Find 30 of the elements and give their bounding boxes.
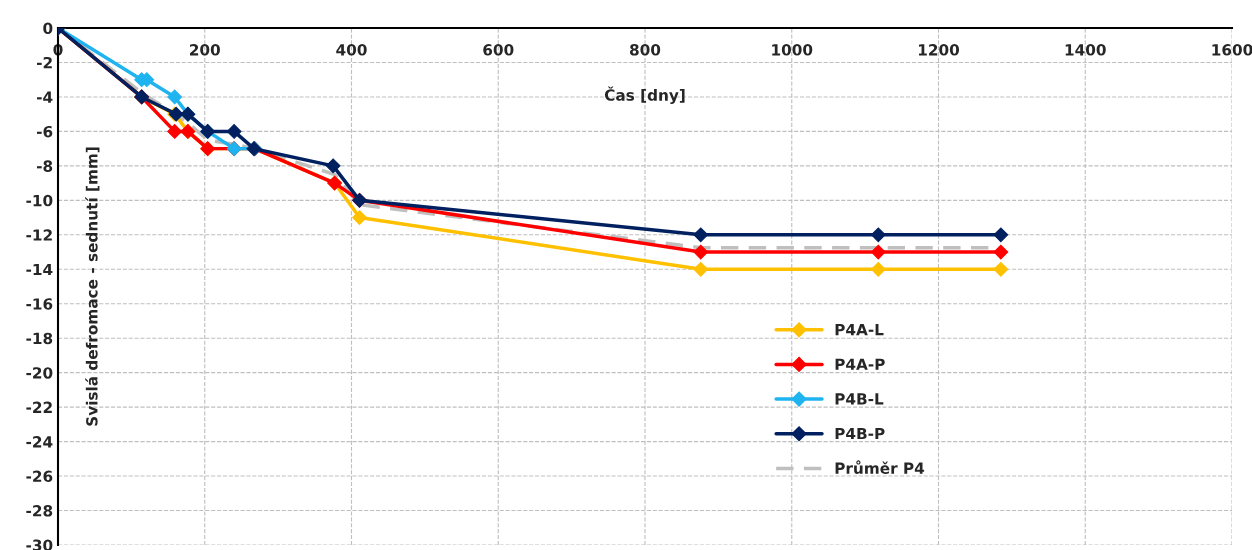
x-axis-title: Čas [dny] xyxy=(604,86,685,104)
y-axis-title: Svislá defromace - sednutí [mm] xyxy=(85,147,100,426)
x-tick-label: 400 xyxy=(336,44,367,56)
y-tick-label: -12 xyxy=(26,229,52,241)
legend-label: P4B-L xyxy=(835,393,884,405)
y-tick-label: -8 xyxy=(37,160,53,172)
y-tick-label: -2 xyxy=(37,56,52,69)
legend-label: P4A-P xyxy=(835,358,885,370)
x-tick-label: 1400 xyxy=(1065,44,1106,56)
y-tick-label: 0 xyxy=(43,22,53,35)
x-tick-label: 800 xyxy=(629,44,661,56)
x-tick-label: 1200 xyxy=(918,44,960,56)
x-tick-label: 200 xyxy=(190,44,220,56)
y-tick-label: -14 xyxy=(26,263,53,276)
legend-label: P4A-L xyxy=(835,324,884,336)
x-tick-label: 600 xyxy=(483,44,514,56)
x-tick-label: 1600 xyxy=(1212,44,1252,56)
y-tick-label: -20 xyxy=(26,367,53,379)
x-tick-label: 1000 xyxy=(772,44,813,56)
y-tick-label: -16 xyxy=(26,298,53,310)
y-tick-label: -10 xyxy=(26,194,53,207)
y-tick-label: -4 xyxy=(37,91,53,103)
legend-label: Průměr P4 xyxy=(835,460,925,474)
y-tick-label: -6 xyxy=(37,125,53,138)
y-tick-label: -22 xyxy=(26,401,52,413)
y-tick-label: -28 xyxy=(26,505,53,517)
legend-label: P4B-P xyxy=(835,427,885,440)
y-tick-label: -18 xyxy=(26,332,53,345)
y-tick-label: -26 xyxy=(26,470,53,483)
y-tick-label: -24 xyxy=(26,436,53,448)
